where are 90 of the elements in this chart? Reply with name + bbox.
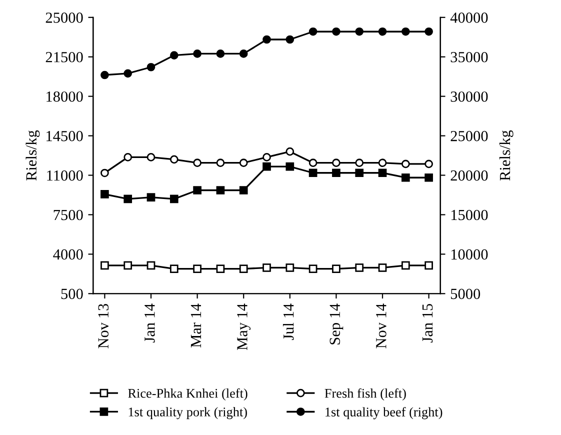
point <box>170 51 178 60</box>
point <box>100 168 109 178</box>
point <box>355 158 364 168</box>
point <box>378 158 387 168</box>
point <box>332 264 340 273</box>
y2-tick-label: 20000 <box>450 170 488 181</box>
y-tick-label: 11000 <box>47 170 83 181</box>
point <box>239 50 248 58</box>
x-tick-label: Nov 13 <box>98 304 109 348</box>
point <box>355 168 364 178</box>
x-tick-label: Nov 14 <box>376 304 386 348</box>
point <box>146 261 156 270</box>
point <box>216 50 225 58</box>
point <box>355 264 364 272</box>
x-tick-label: Sep 14 <box>330 304 344 344</box>
point <box>146 153 156 162</box>
point <box>100 261 109 270</box>
point <box>308 158 318 168</box>
point <box>332 168 340 178</box>
point <box>193 264 202 273</box>
point <box>146 193 156 202</box>
y2-tick-label: 15000 <box>451 210 488 220</box>
point <box>355 27 364 36</box>
legend-label: 1st quality beef (right) <box>326 407 442 420</box>
point <box>170 264 178 273</box>
point <box>170 194 178 204</box>
point <box>124 153 132 162</box>
point <box>239 186 248 194</box>
point <box>286 35 294 44</box>
point <box>239 158 248 168</box>
point <box>100 70 109 80</box>
point <box>424 160 433 168</box>
point <box>424 261 433 270</box>
y-axis-title: Riels/kg <box>26 130 40 181</box>
y2-tick-label: 5000 <box>450 288 480 300</box>
point <box>193 50 202 58</box>
point <box>286 147 294 156</box>
point <box>239 264 248 273</box>
x-tick-label: Jan 15 <box>422 304 433 342</box>
y2-tick-label: 10000 <box>451 249 488 260</box>
point <box>170 155 178 164</box>
point <box>216 264 225 273</box>
point <box>378 264 387 272</box>
point <box>286 162 294 171</box>
y2-tick-label: 40000 <box>450 12 488 23</box>
point <box>378 168 387 178</box>
point <box>308 264 318 273</box>
point <box>124 261 132 270</box>
legend-label: Fresh fish (left) <box>324 388 406 400</box>
point <box>262 162 271 171</box>
point <box>100 190 109 198</box>
x-tick-label: May 14 <box>237 304 251 350</box>
y2-tick-label: 30000 <box>450 91 488 102</box>
point <box>424 173 433 182</box>
x-tick-label: Jan 14 <box>144 304 155 342</box>
y-tick-label: 18000 <box>46 91 83 102</box>
point <box>216 186 225 194</box>
point <box>262 264 271 272</box>
point <box>262 153 271 162</box>
point <box>332 158 340 168</box>
point <box>308 27 318 36</box>
point <box>124 194 132 204</box>
point <box>308 168 318 178</box>
point <box>401 173 410 182</box>
point <box>124 69 132 78</box>
point <box>401 160 410 168</box>
x-tick-label: Mar 14 <box>190 304 202 348</box>
y-tick-label: 7500 <box>54 210 83 220</box>
y-tick-label: 21500 <box>46 52 83 62</box>
point <box>146 62 156 72</box>
y-tick-label: 25000 <box>46 12 83 23</box>
point <box>424 27 433 36</box>
y-tick-label: 14500 <box>46 130 83 142</box>
point <box>286 264 294 272</box>
point <box>378 27 387 36</box>
x-tick-label: Jul 14 <box>282 304 294 340</box>
y2-tick-label: 35000 <box>450 52 488 62</box>
legend-label: Rice-Phka Knhei (left) <box>128 388 248 400</box>
point <box>332 27 340 36</box>
legend-label: 1st quality pork (right) <box>128 407 247 420</box>
point <box>193 158 202 168</box>
y-tick-label: 500 <box>61 288 83 300</box>
point <box>401 261 410 270</box>
y2-axis-title: Riels/kg <box>499 130 514 181</box>
point <box>216 158 225 168</box>
y2-tick-label: 25000 <box>450 130 488 142</box>
point <box>401 27 410 36</box>
point <box>193 186 202 194</box>
point <box>262 35 271 44</box>
y-tick-label: 4000 <box>53 249 83 260</box>
